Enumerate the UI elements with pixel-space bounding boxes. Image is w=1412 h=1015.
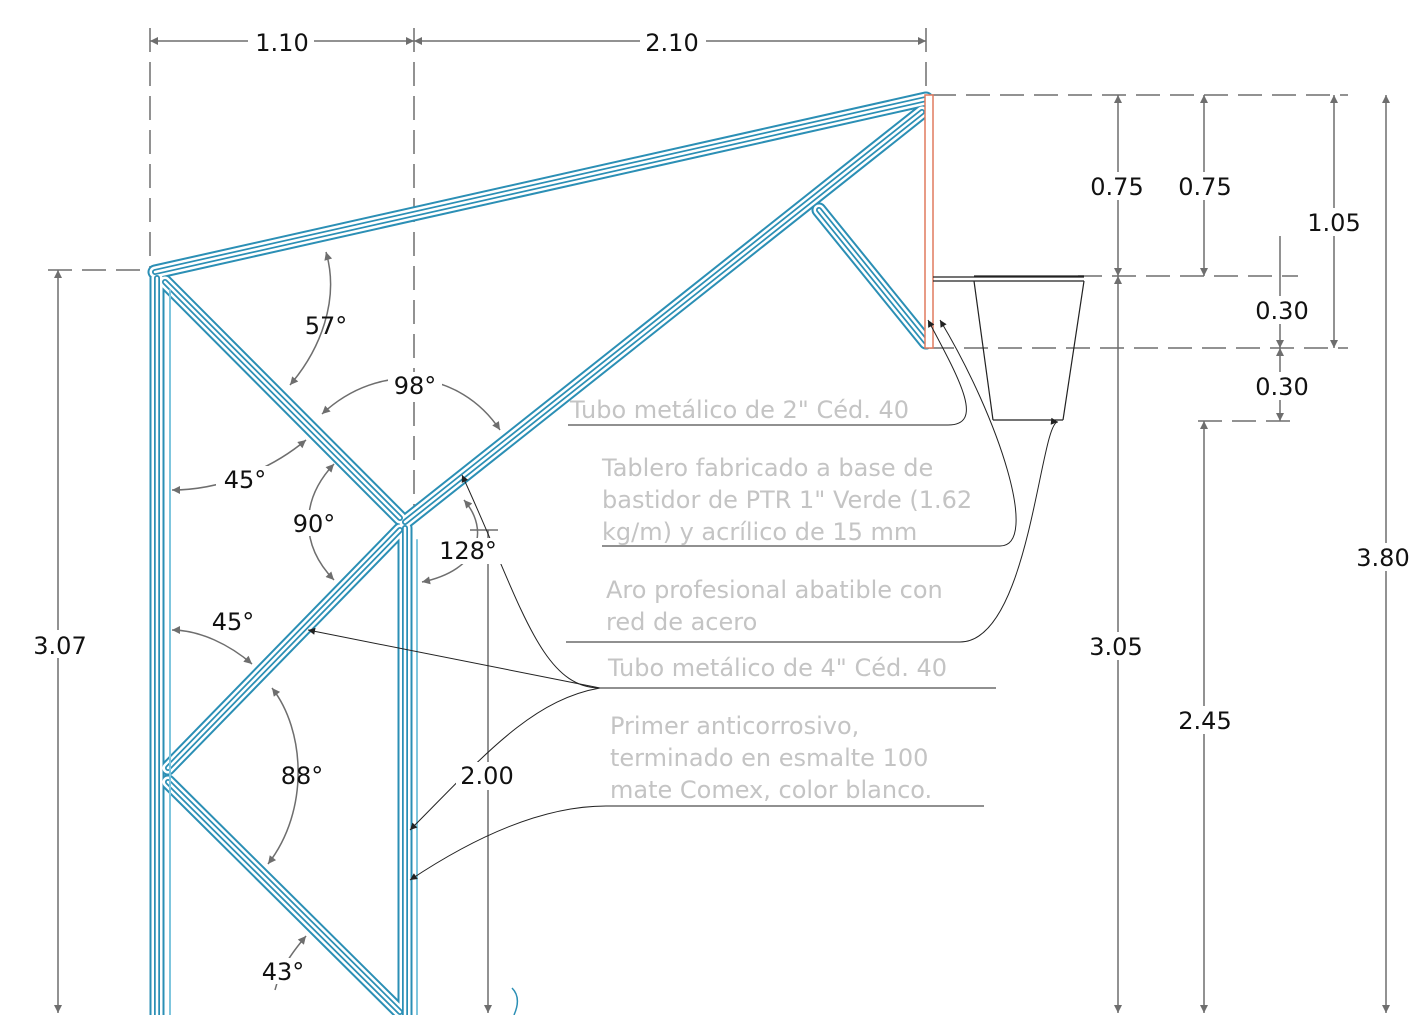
angle-128: 128° bbox=[439, 537, 497, 565]
dim-total-height: 3.80 bbox=[1356, 544, 1409, 572]
dimension-labels: 1.10 2.10 3.07 0.75 0.75 1.05 0.30 0.30 … bbox=[30, 28, 1412, 790]
angle-45-upper: 45° bbox=[224, 466, 267, 494]
dim-net-bottom-height: 2.45 bbox=[1178, 707, 1231, 735]
note-board-line-3: kg/m) y acrílico de 15 mm bbox=[602, 518, 917, 546]
steel-structure bbox=[147, 91, 934, 1015]
dim-board-lower: 0.30 bbox=[1255, 297, 1308, 325]
note-primer-line-2: terminado en esmalte 100 bbox=[610, 744, 928, 772]
dim-net-depth: 0.30 bbox=[1255, 373, 1308, 401]
note-board-line-1: Tablero fabricado a base de bbox=[601, 454, 933, 482]
dim-top-right: 2.10 bbox=[645, 29, 698, 57]
note-primer-line-1: Primer anticorrosivo, bbox=[610, 712, 859, 740]
angle-43: 43° bbox=[262, 958, 305, 986]
dim-board-to-hoop: 0.75 bbox=[1090, 173, 1143, 201]
dim-post-height: 2.00 bbox=[460, 762, 513, 790]
dim-rim-height: 3.05 bbox=[1089, 633, 1142, 661]
angle-labels: 57° 98° 45° 90° 128° 45° 88° 43° bbox=[204, 312, 504, 986]
notes: Tubo metálico de 2" Céd. 40 Tablero fabr… bbox=[569, 396, 972, 804]
dim-top-left: 1.10 bbox=[255, 29, 308, 57]
note-board-line-2: bastidor de PTR 1" Verde (1.62 bbox=[602, 486, 972, 514]
angle-45-lower: 45° bbox=[212, 608, 255, 636]
note-leaders bbox=[307, 319, 1059, 1015]
angle-88: 88° bbox=[281, 762, 324, 790]
note-tube-4: Tubo metálico de 4" Céd. 40 bbox=[607, 654, 947, 682]
angle-90: 90° bbox=[293, 510, 336, 538]
dim-board-to-hoop-inner: 0.75 bbox=[1178, 173, 1231, 201]
dim-board-total: 1.05 bbox=[1307, 209, 1360, 237]
note-hoop-line-1: Aro profesional abatible con bbox=[606, 576, 943, 604]
backboard bbox=[924, 94, 934, 349]
note-hoop-line-2: red de acero bbox=[606, 608, 757, 636]
note-primer-line-3: mate Comex, color blanco. bbox=[610, 776, 932, 804]
angle-57: 57° bbox=[305, 312, 348, 340]
dim-left-height: 3.07 bbox=[33, 632, 86, 660]
extension-lines bbox=[48, 28, 1348, 512]
structure-white bbox=[149, 93, 932, 1015]
angle-98: 98° bbox=[394, 372, 437, 400]
note-tube-2: Tubo metálico de 2" Céd. 40 bbox=[569, 396, 909, 424]
structure-core bbox=[153, 97, 928, 1015]
